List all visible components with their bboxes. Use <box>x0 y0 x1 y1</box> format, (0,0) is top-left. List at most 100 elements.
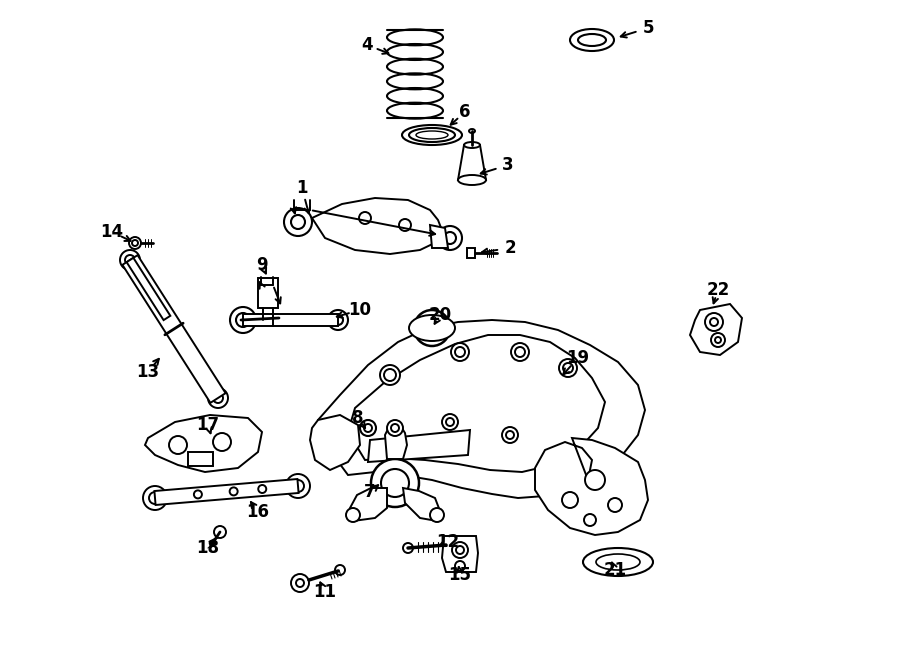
Text: 15: 15 <box>448 566 472 584</box>
Circle shape <box>391 424 399 432</box>
Circle shape <box>296 579 304 587</box>
Circle shape <box>284 208 312 236</box>
Text: 2: 2 <box>504 239 516 257</box>
Polygon shape <box>385 425 407 459</box>
Circle shape <box>399 219 411 231</box>
Circle shape <box>562 492 578 508</box>
Circle shape <box>438 226 462 250</box>
Circle shape <box>710 318 718 326</box>
Circle shape <box>451 343 469 361</box>
Circle shape <box>387 420 403 436</box>
Circle shape <box>444 232 456 244</box>
Polygon shape <box>348 335 605 472</box>
Circle shape <box>705 313 723 331</box>
Circle shape <box>442 414 458 430</box>
Polygon shape <box>403 488 440 521</box>
Polygon shape <box>127 258 170 320</box>
Circle shape <box>563 363 573 373</box>
Polygon shape <box>458 145 486 180</box>
Text: 4: 4 <box>361 36 373 54</box>
Circle shape <box>333 315 343 325</box>
Text: 16: 16 <box>247 503 269 521</box>
Bar <box>258 278 278 308</box>
Text: 21: 21 <box>603 561 626 579</box>
Polygon shape <box>442 536 478 572</box>
Ellipse shape <box>402 125 462 145</box>
Circle shape <box>120 250 140 270</box>
Ellipse shape <box>409 128 455 142</box>
Text: 19: 19 <box>566 349 590 367</box>
Ellipse shape <box>464 142 480 148</box>
Text: 14: 14 <box>101 223 123 241</box>
Circle shape <box>446 418 454 426</box>
Circle shape <box>129 237 141 249</box>
Text: 3: 3 <box>502 156 514 174</box>
Text: 5: 5 <box>643 19 653 37</box>
Ellipse shape <box>409 315 455 341</box>
Circle shape <box>132 240 138 246</box>
Ellipse shape <box>416 131 448 139</box>
Text: 20: 20 <box>428 306 452 324</box>
Circle shape <box>506 431 514 439</box>
Text: 8: 8 <box>352 409 364 427</box>
Polygon shape <box>155 479 299 505</box>
Circle shape <box>455 347 465 357</box>
Polygon shape <box>310 415 360 470</box>
Polygon shape <box>122 255 226 403</box>
Circle shape <box>515 347 525 357</box>
Text: 11: 11 <box>313 583 337 601</box>
Circle shape <box>208 388 228 408</box>
Circle shape <box>715 337 721 343</box>
Circle shape <box>384 369 396 381</box>
Circle shape <box>430 508 444 522</box>
Text: 17: 17 <box>196 416 220 434</box>
Circle shape <box>125 255 135 265</box>
Circle shape <box>149 492 161 504</box>
Circle shape <box>452 542 468 558</box>
Circle shape <box>371 459 419 507</box>
Circle shape <box>359 212 371 224</box>
Circle shape <box>230 307 256 333</box>
Polygon shape <box>430 225 448 248</box>
Ellipse shape <box>583 548 653 576</box>
Circle shape <box>169 436 187 454</box>
Circle shape <box>364 424 372 432</box>
Text: 7: 7 <box>364 483 376 501</box>
Ellipse shape <box>578 34 606 46</box>
Circle shape <box>360 420 376 436</box>
Polygon shape <box>243 314 338 326</box>
Polygon shape <box>350 488 387 521</box>
Circle shape <box>213 393 223 403</box>
Circle shape <box>335 565 345 575</box>
Polygon shape <box>318 320 645 498</box>
Circle shape <box>230 487 238 495</box>
Circle shape <box>286 474 310 498</box>
Circle shape <box>328 310 348 330</box>
Circle shape <box>213 433 231 451</box>
Ellipse shape <box>596 554 640 570</box>
Text: 18: 18 <box>196 539 220 557</box>
Circle shape <box>585 470 605 490</box>
Circle shape <box>502 427 518 443</box>
Ellipse shape <box>458 175 486 185</box>
Text: 6: 6 <box>459 103 471 121</box>
Circle shape <box>194 490 202 498</box>
Polygon shape <box>690 304 742 355</box>
Circle shape <box>711 333 725 347</box>
Text: 13: 13 <box>137 363 159 381</box>
Text: 12: 12 <box>436 533 460 551</box>
Bar <box>188 452 213 466</box>
Circle shape <box>455 561 465 571</box>
Circle shape <box>236 313 250 327</box>
Circle shape <box>143 486 167 510</box>
Circle shape <box>608 498 622 512</box>
Text: 10: 10 <box>348 301 372 319</box>
Circle shape <box>511 343 529 361</box>
Circle shape <box>584 514 596 526</box>
Circle shape <box>380 365 400 385</box>
Circle shape <box>414 310 450 346</box>
Circle shape <box>427 323 437 333</box>
Circle shape <box>422 318 442 338</box>
Text: 22: 22 <box>706 281 730 299</box>
Circle shape <box>559 359 577 377</box>
